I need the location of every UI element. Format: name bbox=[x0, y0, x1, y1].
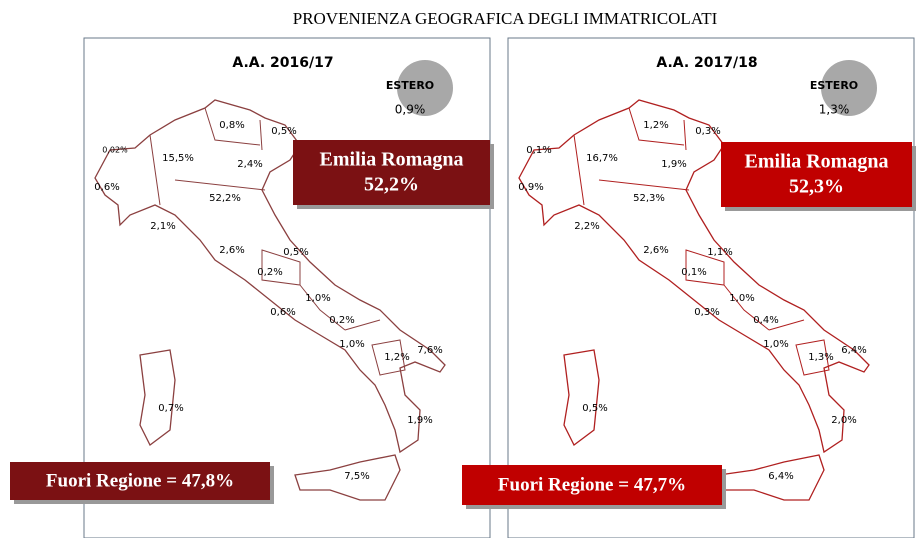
region-label: 2,4% bbox=[237, 159, 262, 170]
region-label: 2,2% bbox=[574, 221, 599, 232]
region-outline bbox=[139, 349, 176, 446]
region-label: 0,7% bbox=[158, 403, 183, 414]
region-label: 2,6% bbox=[643, 245, 668, 256]
panel-title: A.A. 2017/18 bbox=[656, 55, 757, 71]
region-label: 1,3% bbox=[808, 352, 833, 363]
region-label: 0,9% bbox=[518, 182, 543, 193]
estero-label: ESTERO bbox=[386, 79, 434, 92]
region-label: 0,3% bbox=[694, 307, 719, 318]
region-label: 1,0% bbox=[729, 293, 754, 304]
region-outline bbox=[563, 349, 600, 446]
region-outline bbox=[518, 99, 870, 454]
fuori-regione: Fuori Regione = 47,7% bbox=[498, 474, 686, 495]
globe bbox=[821, 60, 877, 116]
fuori-box bbox=[462, 465, 722, 505]
region-label: 1,0% bbox=[339, 339, 364, 350]
page-title: PROVENIENZA GEOGRAFICA DEGLI IMMATRICOLA… bbox=[293, 9, 718, 28]
highlight-value: 52,3% bbox=[789, 176, 844, 198]
panel: A.A. 2016/17 ESTERO 0,9% 0,02% 15,5% 0,6% 0,8%… bbox=[10, 37, 494, 538]
region-label: 0,2% bbox=[257, 267, 282, 278]
region-label: 15,5% bbox=[162, 153, 194, 164]
region-label: 6,4% bbox=[768, 471, 793, 482]
estero-value: 0,9% bbox=[395, 103, 426, 117]
region-label: 0,1% bbox=[681, 267, 706, 278]
region-label: 1,1% bbox=[707, 247, 732, 258]
region-label: 0,1% bbox=[526, 145, 551, 156]
region-label: 0,6% bbox=[94, 182, 119, 193]
region-label: 52,2% bbox=[209, 193, 241, 204]
highlight-region: Emilia Romagna bbox=[320, 149, 464, 171]
region-label: 52,3% bbox=[633, 193, 665, 204]
region-label: 1,0% bbox=[763, 339, 788, 350]
region-borders bbox=[149, 107, 406, 376]
region-label: 6,4% bbox=[841, 345, 866, 356]
region-label: 0,02% bbox=[102, 146, 128, 155]
highlight-region: Emilia Romagna bbox=[745, 151, 889, 173]
region-label: 0,5% bbox=[582, 403, 607, 414]
region-label: 1,2% bbox=[384, 352, 409, 363]
panel: A.A. 2017/18 ESTERO 1,3% 0,1% 16,7% 0,9% 1,2% 0… bbox=[462, 37, 916, 538]
region-outline bbox=[718, 454, 825, 501]
region-label: 1,9% bbox=[661, 159, 686, 170]
panel-title: A.A. 2016/17 bbox=[232, 55, 333, 71]
region-label: 2,0% bbox=[831, 415, 856, 426]
highlight-value: 52,2% bbox=[364, 174, 419, 196]
region-label: 1,0% bbox=[305, 293, 330, 304]
fuori-regione: Fuori Regione = 47,8% bbox=[46, 470, 234, 491]
highlight-box bbox=[721, 142, 912, 207]
italy-map bbox=[94, 99, 446, 501]
italy-map bbox=[518, 99, 870, 501]
estero-value: 1,3% bbox=[819, 103, 850, 117]
fuori-box bbox=[10, 462, 270, 500]
region-borders bbox=[573, 107, 830, 376]
region-label: 7,5% bbox=[344, 471, 369, 482]
region-label: 1,2% bbox=[643, 120, 668, 131]
region-label: 0,4% bbox=[753, 315, 778, 326]
region-outline bbox=[94, 99, 446, 454]
panel-frame bbox=[83, 37, 491, 538]
region-label: 16,7% bbox=[586, 153, 618, 164]
globe bbox=[397, 60, 453, 116]
region-outline bbox=[294, 454, 401, 501]
region-label: 7,6% bbox=[417, 345, 442, 356]
region-label: 0,6% bbox=[270, 307, 295, 318]
region-label: 0,3% bbox=[695, 126, 720, 137]
highlight-box bbox=[293, 140, 490, 205]
region-label: 0,5% bbox=[271, 126, 296, 137]
region-label: 0,2% bbox=[329, 315, 354, 326]
region-label: 2,1% bbox=[150, 221, 175, 232]
region-label: 0,5% bbox=[283, 247, 308, 258]
region-label: 2,6% bbox=[219, 245, 244, 256]
region-label: 0,8% bbox=[219, 120, 244, 131]
region-label: 1,9% bbox=[407, 415, 432, 426]
panel-frame bbox=[507, 37, 915, 538]
estero-label: ESTERO bbox=[810, 79, 858, 92]
